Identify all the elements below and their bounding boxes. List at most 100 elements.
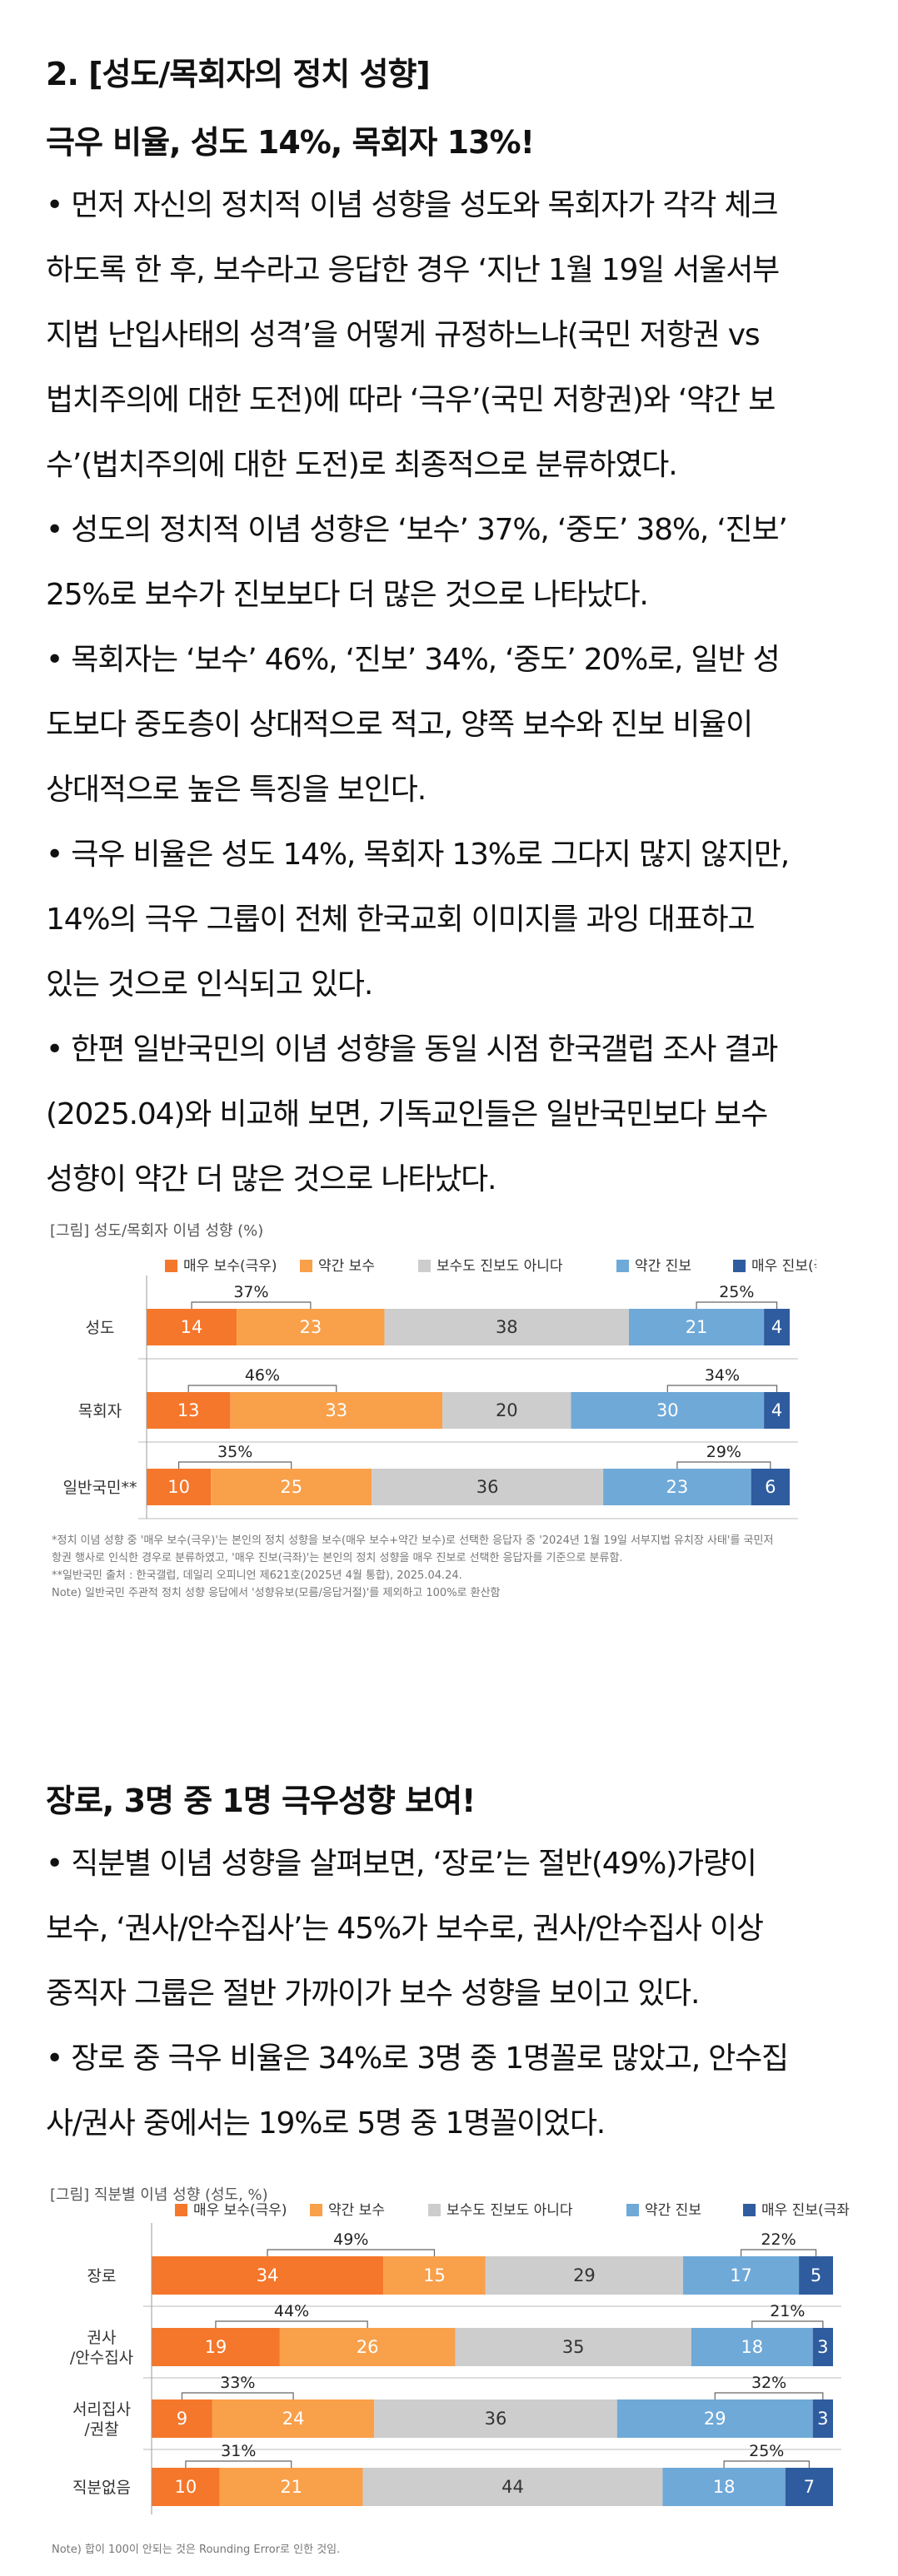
bar-value-label: 18: [713, 2477, 736, 2497]
chart-note-line: **일반국민 출처 : 한국갤럽, 데일리 오피니언 제621호(2025년 4…: [52, 1569, 462, 1582]
bar-segment: [372, 1469, 604, 1505]
bar-segment: [384, 1309, 629, 1345]
bar-value-label: 36: [476, 1477, 499, 1497]
conservative-bracket: [178, 1461, 292, 1469]
legend-swatch: [626, 2204, 639, 2216]
legend-label: 매우 보수(극우): [193, 2202, 287, 2219]
bar-segment: [603, 1469, 751, 1505]
bar-segment: [152, 2256, 384, 2295]
conservative-total-label: 44%: [274, 2302, 309, 2320]
bar-segment: [812, 2399, 833, 2438]
conservative-total-label: 33%: [220, 2374, 255, 2392]
progressive-total-label: 25%: [749, 2442, 784, 2460]
bar-segment: [279, 2328, 456, 2366]
progressive-total-label: 32%: [751, 2374, 786, 2392]
bar-value-label: 3: [817, 2409, 828, 2429]
legend-swatch: [616, 1260, 629, 1272]
bar-segment: [230, 1392, 443, 1429]
category-label: 장로: [87, 2267, 117, 2285]
paragraph-line: 법치주의에 대한 도전)에 따라 ‘극우’(국민 저항권)와 ‘약간 보: [46, 383, 776, 417]
legend-swatch: [300, 1260, 312, 1272]
conservative-bracket: [185, 2460, 292, 2468]
chart-title: [그림] 직분별 이념 성향 (성도, %): [50, 2186, 268, 2204]
bar-value-label: 29: [573, 2265, 596, 2285]
legend-label: 매우 진보(극좌): [761, 2202, 850, 2219]
bar-segment: [485, 2256, 684, 2295]
bar-segment: [455, 2328, 691, 2366]
bar-value-label: 23: [299, 1317, 322, 1337]
bar-value-label: 5: [811, 2265, 821, 2285]
paragraph-line: 수’(법치주의에 대한 도전)로 최종적으로 분류하였다.: [46, 448, 678, 482]
bar-segment: [211, 1469, 372, 1505]
bar-segment: [152, 2328, 280, 2366]
conservative-bracket: [267, 2249, 436, 2256]
bar-value-label: 44: [501, 2477, 524, 2497]
headline-elder-far-right: 장로, 3명 중 1명 극우성향 보여!: [46, 1783, 476, 1819]
paragraph-line: • 한편 일반국민의 이념 성향을 동일 시점 한국갤럽 조사 결과: [46, 1032, 779, 1067]
chart-note-line: Note) 일반국민 주관적 정치 성향 응답에서 '성향유보(모름/응답거절)…: [52, 1587, 501, 1599]
conservative-total-label: 49%: [333, 2230, 368, 2249]
paragraph-line: • 직분별 이념 성향을 살펴보면, ‘장로’는 절반(49%)가량이: [46, 1847, 757, 1881]
legend-swatch: [743, 2204, 756, 2216]
bar-value-label: 17: [730, 2265, 752, 2285]
paragraph-line: 14%의 극우 그룹이 전체 한국교회 이미지를 과잉 대표하고: [46, 903, 756, 937]
bar-segment: [812, 2328, 833, 2366]
progressive-total-label: 21%: [770, 2302, 805, 2320]
paragraph-role-ideology: • 직분별 이념 성향을 살펴보면, ‘장로’는 절반(49%)가량이 보수, ‘…: [46, 1832, 866, 2156]
bar-value-label: 14: [181, 1317, 203, 1337]
bar-segment: [799, 2256, 833, 2295]
conservative-bracket: [191, 1301, 312, 1309]
bar-value-label: 18: [741, 2337, 763, 2357]
progressive-total-label: 29%: [706, 1443, 741, 1461]
legend-label: 약간 보수: [318, 1258, 375, 1275]
bar-segment: [147, 1309, 237, 1345]
category-label: 직분없음: [72, 2479, 131, 2497]
conservative-total-label: 31%: [221, 2442, 256, 2460]
paragraph-line: 지법 난입사태의 성격’을 어떻게 규정하느냐(국민 저항권 vs: [46, 318, 761, 352]
headline-far-right-ratio: 극우 비율, 성도 14%, 목회자 13%!: [46, 124, 535, 161]
bar-value-label: 10: [167, 1477, 190, 1497]
paragraph-line: • 극우 비율은 성도 14%, 목회자 13%로 그다지 많지 않지만,: [46, 838, 790, 872]
bar-segment: [629, 1309, 765, 1345]
paragraph-line: 중직자 그룹은 절반 가까이가 보수 성향을 보이고 있다.: [46, 1977, 700, 2011]
bar-value-label: 35: [562, 2337, 585, 2357]
bar-value-label: 13: [177, 1400, 200, 1420]
legend-label: 보수도 진보도 아니다: [437, 1258, 563, 1275]
legend-label: 약간 진보: [645, 2202, 701, 2219]
paragraph-line: 25%로 보수가 진보보다 더 많은 것으로 나타났다.: [46, 578, 649, 612]
bar-segment: [691, 2328, 813, 2366]
legend-swatch: [733, 1260, 746, 1272]
progressive-total-label: 22%: [761, 2230, 796, 2249]
bar-segment: [374, 2399, 617, 2438]
legend-swatch: [165, 1260, 177, 1272]
bar-segment: [147, 1392, 231, 1429]
bar-value-label: 10: [175, 2477, 197, 2497]
bar-segment: [571, 1392, 765, 1429]
bar-value-label: 26: [357, 2337, 379, 2357]
chart2-notes: Note) 합이 100이 안되는 것은 Rounding Error로 인한 …: [52, 2541, 860, 2559]
legend-label: 보수도 진보도 아니다: [447, 2202, 573, 2219]
paragraph-line: 하도록 한 후, 보수라고 응답한 경우 ‘지난 1월 19일 서울서부: [46, 253, 780, 287]
paragraph-line: (2025.04)와 비교해 보면, 기독교인들은 일반국민보다 보수: [46, 1097, 768, 1131]
category-label: 서리집사: [72, 2400, 131, 2419]
chart-title: [그림] 성도/목회자 이념 성향 (%): [50, 1222, 263, 1240]
bar-value-label: 23: [666, 1477, 689, 1497]
legend-label: 약간 진보: [635, 1258, 691, 1275]
paragraph-line: • 먼저 자신의 정치적 이념 성향을 성도와 목회자가 각각 체크: [46, 188, 779, 222]
legend-label: 약간 보수: [328, 2202, 385, 2219]
bar-value-label: 38: [496, 1317, 518, 1337]
bar-segment: [383, 2256, 486, 2295]
conservative-total-label: 37%: [233, 1283, 268, 1301]
bar-segment: [764, 1309, 790, 1345]
progressive-total-label: 34%: [705, 1366, 740, 1385]
category-label: 성도: [86, 1319, 115, 1337]
bar-segment: [219, 2468, 363, 2506]
paragraph-line: 도보다 중도층이 상대적으로 적고, 양쪽 보수와 진보 비율이: [46, 708, 753, 742]
conservative-bracket: [181, 2392, 294, 2399]
bar-segment: [662, 2468, 786, 2506]
bar-value-label: 19: [205, 2337, 227, 2357]
bar-value-label: 25: [280, 1477, 302, 1497]
bar-segment: [442, 1392, 571, 1429]
bar-segment: [212, 2399, 375, 2438]
